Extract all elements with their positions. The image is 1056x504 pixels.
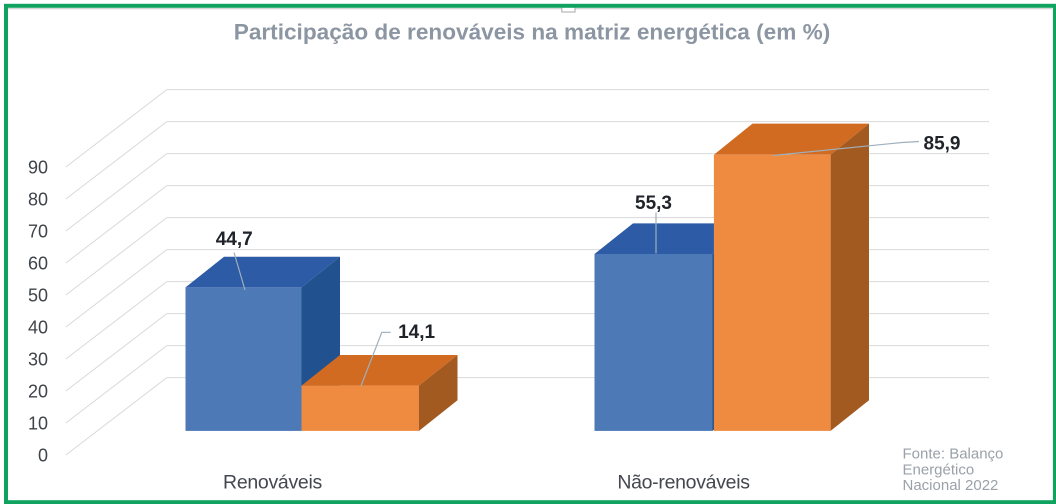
svg-text:Fonte: Balanço: Fonte: Balanço bbox=[903, 446, 1004, 463]
svg-text:60: 60 bbox=[28, 253, 48, 273]
svg-text:30: 30 bbox=[28, 349, 48, 369]
svg-text:90: 90 bbox=[28, 157, 48, 177]
svg-text:55,3: 55,3 bbox=[635, 193, 672, 214]
svg-text:70: 70 bbox=[28, 221, 48, 241]
svg-text:Nacional 2022: Nacional 2022 bbox=[903, 477, 999, 494]
svg-text:85,9: 85,9 bbox=[924, 134, 961, 155]
svg-text:14,1: 14,1 bbox=[398, 322, 435, 343]
svg-text:50: 50 bbox=[28, 285, 48, 305]
svg-text:Participação de renováveis na: Participação de renováveis na matriz ene… bbox=[234, 19, 830, 44]
svg-text:44,7: 44,7 bbox=[216, 229, 253, 250]
svg-text:0: 0 bbox=[38, 445, 48, 465]
svg-text:40: 40 bbox=[28, 317, 48, 337]
svg-text:80: 80 bbox=[28, 189, 48, 209]
svg-text:Não-renováveis: Não-renováveis bbox=[617, 471, 750, 493]
svg-text:10: 10 bbox=[28, 413, 48, 433]
svg-text:20: 20 bbox=[28, 381, 48, 401]
svg-text:Energético: Energético bbox=[903, 461, 975, 478]
svg-text:Renováveis: Renováveis bbox=[223, 471, 322, 493]
